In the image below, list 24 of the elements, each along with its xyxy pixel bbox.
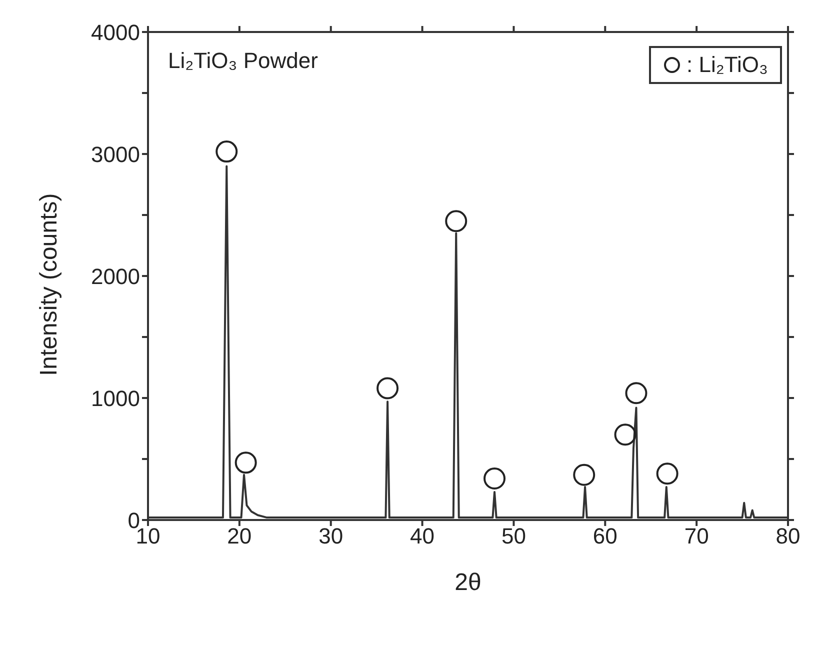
point xyxy=(656,462,678,485)
point xyxy=(445,210,468,232)
point xyxy=(625,382,648,404)
x-tick-label: 70 xyxy=(684,524,709,549)
x-axis-title: 2θ xyxy=(454,569,482,596)
y-tick-label: 1000 xyxy=(91,386,140,411)
y-tick-label: 4000 xyxy=(91,20,140,45)
point xyxy=(614,424,636,446)
point xyxy=(234,452,257,474)
point xyxy=(376,377,399,400)
x-tick-label: 50 xyxy=(501,524,526,549)
legend-label: : Li₂TiO₃ xyxy=(686,52,768,78)
y-axis-title: Intensity (counts) xyxy=(36,193,63,376)
x-tick-label: 40 xyxy=(410,524,435,549)
text: Li₂TiO₃ Powder xyxy=(168,48,318,74)
point xyxy=(216,140,238,163)
y-tick-label: 3000 xyxy=(91,142,140,167)
point xyxy=(573,464,596,486)
x-tick-label: 30 xyxy=(318,524,344,549)
point xyxy=(484,468,506,490)
x-tick-label: 20 xyxy=(227,524,252,549)
x-tick-label: 80 xyxy=(776,524,800,549)
x-tick-label: 60 xyxy=(592,524,618,549)
y-tick-label: 2000 xyxy=(91,264,140,289)
